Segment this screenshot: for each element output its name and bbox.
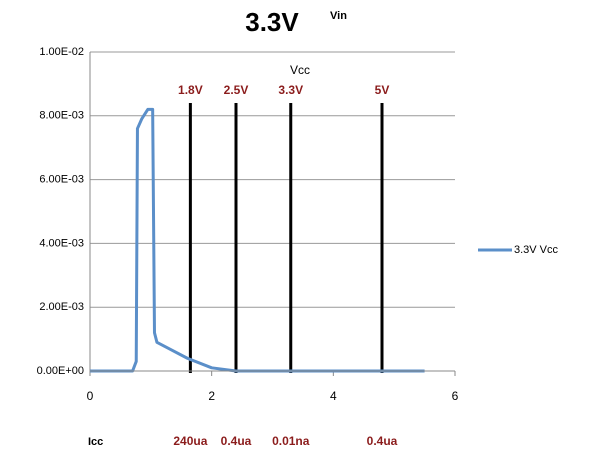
marker-bottom-label: 0.4ua (221, 434, 252, 448)
marker-top-label: 5V (375, 83, 390, 97)
chart-title: 3.3V (245, 7, 299, 37)
marker-bottom-label: 0.01na (272, 434, 310, 448)
chart-subtitle: Vin (330, 10, 347, 22)
y-tick-label: 4.00E-03 (39, 237, 84, 249)
x-tick-label: 4 (330, 389, 337, 403)
y-tick-label: 8.00E-03 (39, 110, 84, 122)
x-annotation: Vcc (290, 63, 310, 77)
legend-label: 3.3V Vcc (514, 244, 559, 256)
marker-bottom-label: 240ua (173, 434, 207, 448)
y-tick-label: 2.00E-03 (39, 301, 84, 313)
x-tick-label: 6 (452, 389, 459, 403)
y-tick-label: 1.00E-02 (39, 46, 84, 58)
x-tick-label: 2 (208, 389, 215, 403)
y-annotation: Icc (88, 436, 103, 448)
marker-top-label: 1.8V (178, 83, 203, 97)
y-tick-label: 6.00E-03 (39, 174, 84, 186)
marker-bottom-label: 0.4ua (367, 434, 398, 448)
marker-top-label: 2.5V (224, 83, 249, 97)
series-line (90, 107, 425, 373)
x-tick-label: 0 (87, 389, 94, 403)
y-tick-label: 0.00E+00 (37, 365, 84, 377)
marker-top-label: 3.3V (278, 83, 303, 97)
